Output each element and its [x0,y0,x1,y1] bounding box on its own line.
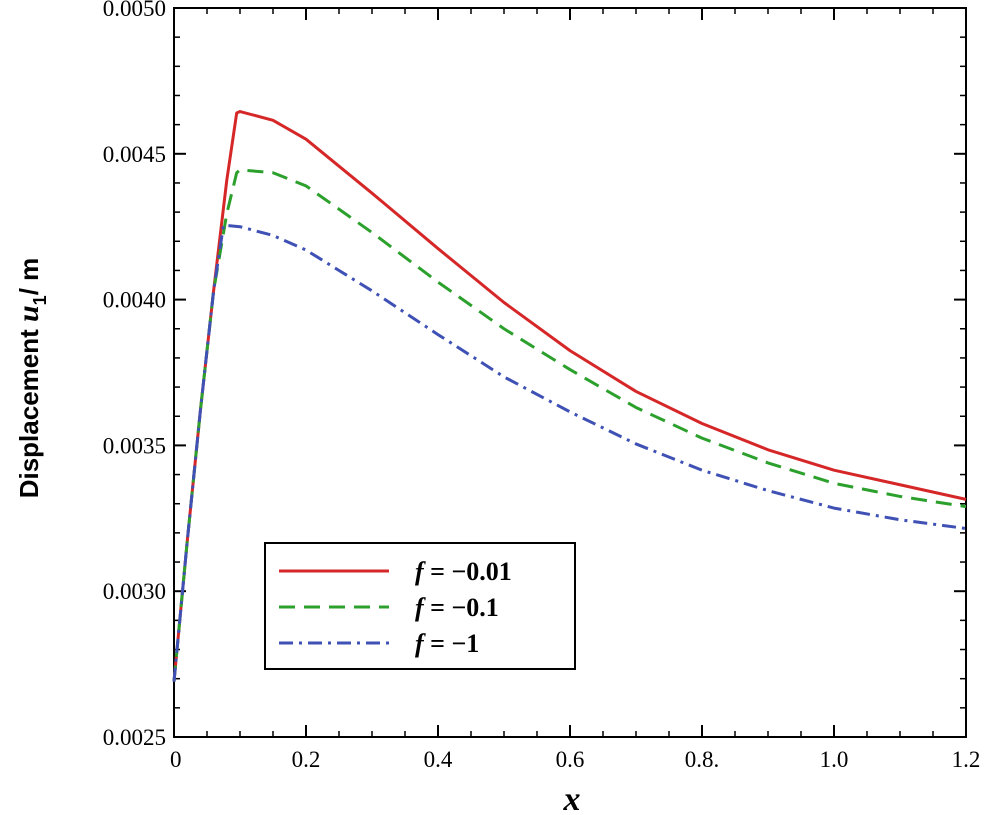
legend-label-value: = −0.01 [424,557,512,586]
y-tick-label: 0.0035 [103,433,166,458]
legend-label-value: = −0.1 [424,593,499,622]
x-axis-title: x [563,781,581,815]
legend-label-2: f = −0.1 [415,593,499,622]
y-axis-title-suffix: / m [14,258,44,296]
legend-label-value: = −1 [424,629,480,658]
y-tick-label: 0.0045 [103,142,166,167]
x-tick-label: 0 [170,747,182,772]
y-tick-label: 0.0030 [103,579,166,604]
legend-label-3: f = −1 [415,629,479,658]
y-axis-title: Displacement u1/ m [12,258,50,499]
y-tick-label: 0.0025 [103,725,166,750]
x-tick-label: 1.0 [820,747,849,772]
y-tick-label: 0.0040 [103,288,166,313]
legend-label-1: f = −0.01 [415,557,512,586]
line-chart: 0 0.2 0.4 0.6 0.8. 1.0 1.2 0.0025 0.0030 0.0035 0.… [0,0,991,815]
x-tick-label: 1.2 [952,747,981,772]
x-tick-label: 0.4 [424,747,453,772]
y-axis-title-prefix: Displacement [14,322,44,498]
x-tick-label: 0.8. [685,747,720,772]
y-axis-title-sub: 1 [30,295,50,305]
y-tick-label: 0.0050 [103,0,166,21]
y-axis-title-var: u [12,305,45,322]
x-tick-label: 0.2 [292,747,321,772]
x-tick-label: 0.6 [556,747,585,772]
